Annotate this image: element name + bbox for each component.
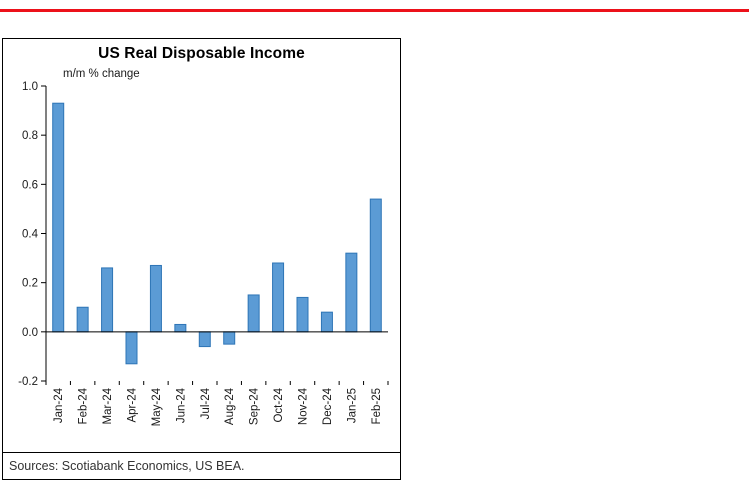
svg-text:0.0: 0.0 [22,327,38,339]
source-row: Sources: Scotiabank Economics, US BEA. [3,452,400,479]
svg-text:-0.2: -0.2 [18,376,38,388]
chart-panel: US Real Disposable Income m/m % change 1… [2,38,401,480]
svg-text:0.8: 0.8 [22,130,38,142]
svg-text:Sep-24: Sep-24 [249,387,261,425]
svg-text:Jul-24: Jul-24 [200,387,212,419]
svg-text:1.0: 1.0 [22,81,38,93]
svg-text:Nov-24: Nov-24 [298,387,310,425]
bar-chart: 1.0 0.8 0.6 0.4 0.2 0.0 -0.2 Jan-24 Feb-24 Mar-24… [18,81,389,426]
svg-text:0.6: 0.6 [22,179,38,191]
svg-text:Mar-24: Mar-24 [102,387,114,424]
svg-text:Oct-24: Oct-24 [273,387,285,422]
svg-text:May-24: May-24 [151,387,163,426]
svg-text:Aug-24: Aug-24 [224,387,236,425]
svg-text:Jan-24: Jan-24 [53,387,65,423]
source-text: Sources: Scotiabank Economics, US BEA. [9,459,245,473]
svg-text:Feb-25: Feb-25 [371,388,383,424]
svg-text:0.4: 0.4 [22,229,39,241]
svg-text:Jan-25: Jan-25 [346,388,358,423]
svg-text:Jun-24: Jun-24 [175,387,187,423]
svg-text:Apr-24: Apr-24 [127,387,139,422]
svg-text:Feb-24: Feb-24 [78,387,90,424]
svg-text:0.2: 0.2 [22,278,38,290]
chart-subtitle: m/m % change [63,68,140,80]
chart-title: US Real Disposable Income [98,45,305,62]
svg-text:Dec-24: Dec-24 [322,387,334,425]
accent-top-border [0,9,749,12]
